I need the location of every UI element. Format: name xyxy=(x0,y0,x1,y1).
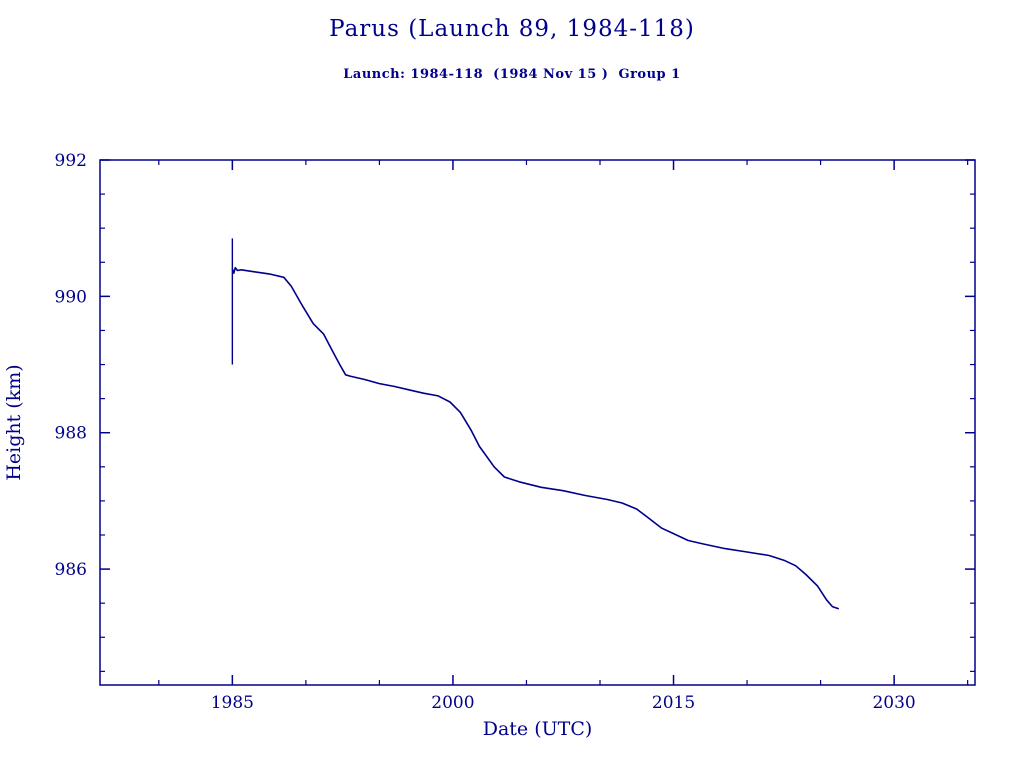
y-tick-label: 990 xyxy=(55,287,87,307)
chart-subtitle: Launch: 1984-118 (1984 Nov 15 ) Group 1 xyxy=(343,67,681,82)
plot-frame xyxy=(99,159,976,686)
y-tick-label: 992 xyxy=(55,151,87,171)
x-tick-label: 1985 xyxy=(211,693,254,713)
y-tick-label: 988 xyxy=(55,424,87,444)
x-tick-label: 2030 xyxy=(872,693,915,713)
chart-title: Parus (Launch 89, 1984-118) xyxy=(329,16,695,42)
x-tick-label: 2000 xyxy=(431,693,474,713)
height-series-line xyxy=(231,266,840,610)
x-tick-label: 2015 xyxy=(652,693,695,713)
y-axis-label: Height (km) xyxy=(3,364,25,480)
x-axis-label: Date (UTC) xyxy=(483,718,593,740)
y-tick-label: 986 xyxy=(55,560,87,580)
